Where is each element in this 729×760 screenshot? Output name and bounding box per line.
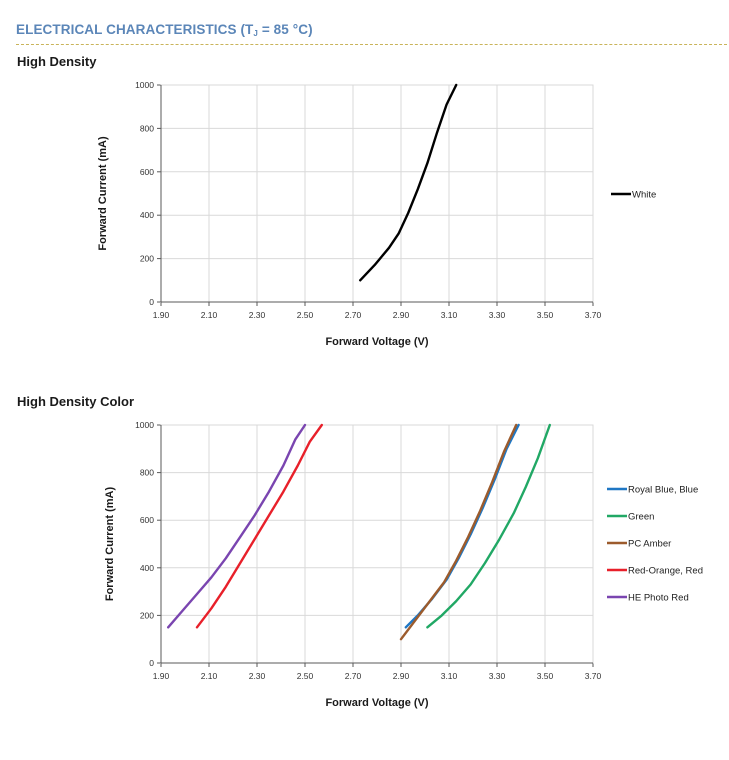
section-header-title: ELECTRICAL CHARACTERISTICS (TJ = 85 °C) — [16, 22, 313, 38]
legend-label: Royal Blue, Blue — [628, 485, 698, 496]
y-tick-label: 200 — [140, 254, 154, 264]
legend-label: HE Photo Red — [628, 593, 689, 604]
y-tick-label: 800 — [140, 468, 154, 478]
series-line-red-orange-red — [195, 423, 323, 629]
y-tick-label: 0 — [149, 658, 154, 668]
legend-label: PC Amber — [628, 539, 671, 550]
series-line-pc-amber — [399, 423, 518, 641]
y-tick-label: 800 — [140, 123, 154, 133]
series-line-he-photo-red — [166, 423, 307, 629]
y-tick-label: 400 — [140, 563, 154, 573]
legend-label: Green — [628, 512, 654, 523]
x-tick-label: 1.90 — [153, 310, 170, 320]
plot-area — [160, 424, 594, 664]
x-axis-label: Forward Voltage (V) — [325, 336, 428, 348]
x-tick-label: 2.70 — [345, 671, 362, 681]
x-tick-label: 3.30 — [489, 310, 506, 320]
chart-title-high-density-color: High Density Color — [17, 394, 135, 409]
x-tick-label: 2.30 — [249, 310, 266, 320]
y-axis-label: Forward Current (mA) — [97, 136, 109, 251]
y-tick-label: 200 — [140, 610, 154, 620]
y-axis-label: Forward Current (mA) — [104, 487, 116, 602]
x-tick-label: 2.90 — [393, 310, 410, 320]
x-tick-label: 2.70 — [345, 310, 362, 320]
x-tick-label: 1.90 — [153, 671, 170, 681]
y-tick-label: 0 — [149, 297, 154, 307]
x-tick-label: 3.10 — [441, 310, 458, 320]
x-tick-label: 2.90 — [393, 671, 410, 681]
x-tick-label: 3.30 — [489, 671, 506, 681]
x-tick-label: 2.50 — [297, 310, 314, 320]
y-tick-label: 600 — [140, 515, 154, 525]
x-tick-label: 2.30 — [249, 671, 266, 681]
x-axis-label: Forward Voltage (V) — [325, 697, 428, 709]
x-tick-label: 3.70 — [585, 310, 602, 320]
series-line-green — [426, 423, 551, 629]
x-tick-label: 3.10 — [441, 671, 458, 681]
chart-high-density: 1.90 2.10 2.30 2.50 2.70 2.90 3.10 3.30 3.50 3.70… — [97, 80, 656, 348]
section-header: ELECTRICAL CHARACTERISTICS (TJ = 85 °C) — [16, 22, 727, 45]
x-tick-label: 2.50 — [297, 671, 314, 681]
legend-label: Red-Orange, Red — [628, 566, 703, 577]
y-tick-label: 400 — [140, 210, 154, 220]
x-tick-label: 3.50 — [537, 671, 554, 681]
x-tick-label: 2.10 — [201, 671, 218, 681]
y-tick-label: 1000 — [135, 420, 154, 430]
legend-label: White — [632, 190, 656, 201]
x-tick-label: 3.50 — [537, 310, 554, 320]
y-tick-label: 600 — [140, 167, 154, 177]
x-tick-label: 2.10 — [201, 310, 218, 320]
y-tick-label: 1000 — [135, 80, 154, 90]
chart-title-high-density: High Density — [17, 54, 97, 69]
series-line-white — [359, 83, 458, 282]
x-tick-label: 3.70 — [585, 671, 602, 681]
